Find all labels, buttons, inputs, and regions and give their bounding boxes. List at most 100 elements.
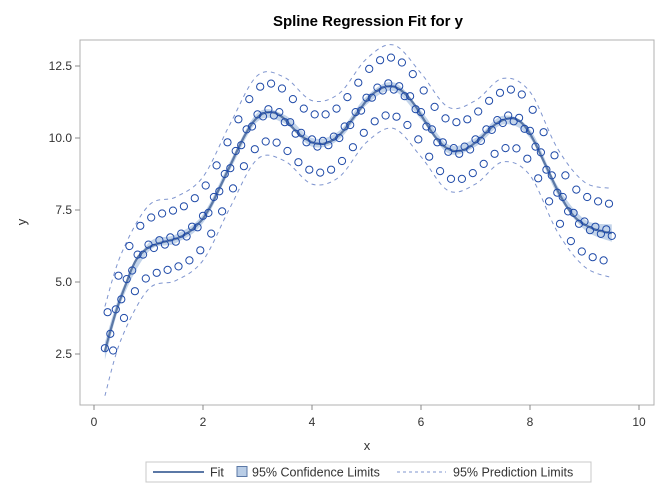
data-point bbox=[525, 126, 535, 135]
data-point bbox=[487, 125, 496, 134]
data-point bbox=[602, 225, 611, 234]
data-point bbox=[267, 79, 276, 88]
data-point bbox=[193, 223, 202, 232]
data-point bbox=[327, 165, 336, 174]
y-tick-label: 2.5 bbox=[55, 347, 72, 361]
data-point bbox=[607, 231, 616, 240]
data-point bbox=[335, 133, 344, 143]
data-point bbox=[414, 135, 423, 144]
data-point bbox=[566, 237, 576, 246]
data-point bbox=[395, 82, 404, 91]
data-point bbox=[250, 145, 259, 154]
data-point bbox=[218, 207, 227, 216]
data-point bbox=[367, 93, 376, 102]
data-point bbox=[378, 86, 387, 95]
data-point bbox=[190, 194, 199, 203]
data-point bbox=[574, 219, 584, 228]
plot-area bbox=[100, 44, 616, 396]
data-point bbox=[384, 79, 393, 88]
data-point bbox=[452, 118, 461, 127]
data-point bbox=[139, 250, 148, 259]
data-point bbox=[158, 209, 167, 218]
data-point bbox=[591, 222, 600, 231]
data-point bbox=[397, 58, 406, 67]
data-point bbox=[258, 112, 268, 121]
data-point bbox=[149, 243, 158, 253]
data-point bbox=[204, 208, 213, 217]
data-point bbox=[457, 174, 466, 183]
data-point bbox=[599, 256, 608, 265]
data-point bbox=[351, 108, 360, 117]
data-point bbox=[357, 106, 366, 115]
data-point bbox=[449, 144, 458, 153]
data-point bbox=[512, 144, 521, 153]
data-point bbox=[386, 53, 396, 62]
data-point bbox=[433, 138, 442, 147]
data-point bbox=[299, 104, 308, 113]
data-point bbox=[534, 174, 543, 183]
prediction-lower-line bbox=[104, 127, 612, 396]
data-point bbox=[106, 329, 115, 338]
legend: Fit 95% Confidence Limits 95% Prediction… bbox=[145, 461, 592, 483]
data-point bbox=[152, 268, 161, 277]
data-point bbox=[297, 128, 306, 137]
data-point bbox=[558, 192, 567, 202]
data-point bbox=[147, 213, 156, 222]
data-point bbox=[588, 253, 597, 262]
data-point bbox=[332, 104, 341, 113]
data-point bbox=[261, 137, 270, 146]
data-point bbox=[561, 171, 570, 180]
data-point bbox=[476, 136, 485, 145]
data-point bbox=[419, 86, 428, 95]
data-point bbox=[485, 96, 494, 105]
data-point bbox=[504, 111, 513, 120]
data-point bbox=[239, 162, 248, 171]
data-point bbox=[313, 142, 322, 151]
data-point bbox=[141, 274, 150, 283]
data-point bbox=[160, 240, 169, 249]
data-point bbox=[310, 110, 319, 119]
data-point bbox=[196, 246, 205, 255]
data-point bbox=[294, 158, 303, 167]
data-point bbox=[215, 187, 224, 196]
data-point bbox=[455, 149, 464, 158]
data-point bbox=[381, 111, 390, 120]
data-point bbox=[392, 112, 401, 121]
data-point bbox=[596, 229, 606, 238]
data-point bbox=[444, 147, 453, 156]
data-point bbox=[103, 308, 112, 317]
data-point bbox=[128, 266, 137, 275]
data-point bbox=[133, 250, 142, 259]
data-point bbox=[337, 156, 347, 166]
data-point bbox=[307, 135, 317, 144]
data-point bbox=[471, 135, 480, 144]
data-point bbox=[408, 70, 417, 79]
legend-frame bbox=[145, 461, 592, 483]
data-point bbox=[346, 120, 355, 130]
data-point bbox=[577, 247, 586, 256]
data-point bbox=[531, 142, 540, 151]
data-point bbox=[430, 102, 439, 112]
data-point bbox=[207, 229, 216, 238]
data-point bbox=[446, 174, 456, 183]
data-point bbox=[212, 161, 221, 170]
x-tick-label: 6 bbox=[418, 415, 425, 429]
data-point bbox=[572, 185, 581, 194]
data-point bbox=[247, 122, 257, 131]
data-point bbox=[594, 197, 603, 206]
data-point bbox=[523, 154, 532, 163]
confidence-band bbox=[104, 81, 612, 360]
data-point bbox=[264, 105, 273, 114]
data-point bbox=[400, 92, 409, 101]
x-tick-label: 10 bbox=[632, 415, 646, 429]
data-point bbox=[564, 207, 573, 216]
data-point bbox=[111, 305, 120, 314]
data-point bbox=[253, 110, 262, 119]
data-point bbox=[362, 93, 371, 102]
data-point bbox=[125, 241, 134, 251]
data-point bbox=[583, 192, 592, 202]
data-point bbox=[550, 151, 559, 160]
data-point bbox=[495, 88, 505, 97]
plot-frame bbox=[79, 39, 655, 406]
y-tick-label: 12.5 bbox=[49, 59, 73, 73]
